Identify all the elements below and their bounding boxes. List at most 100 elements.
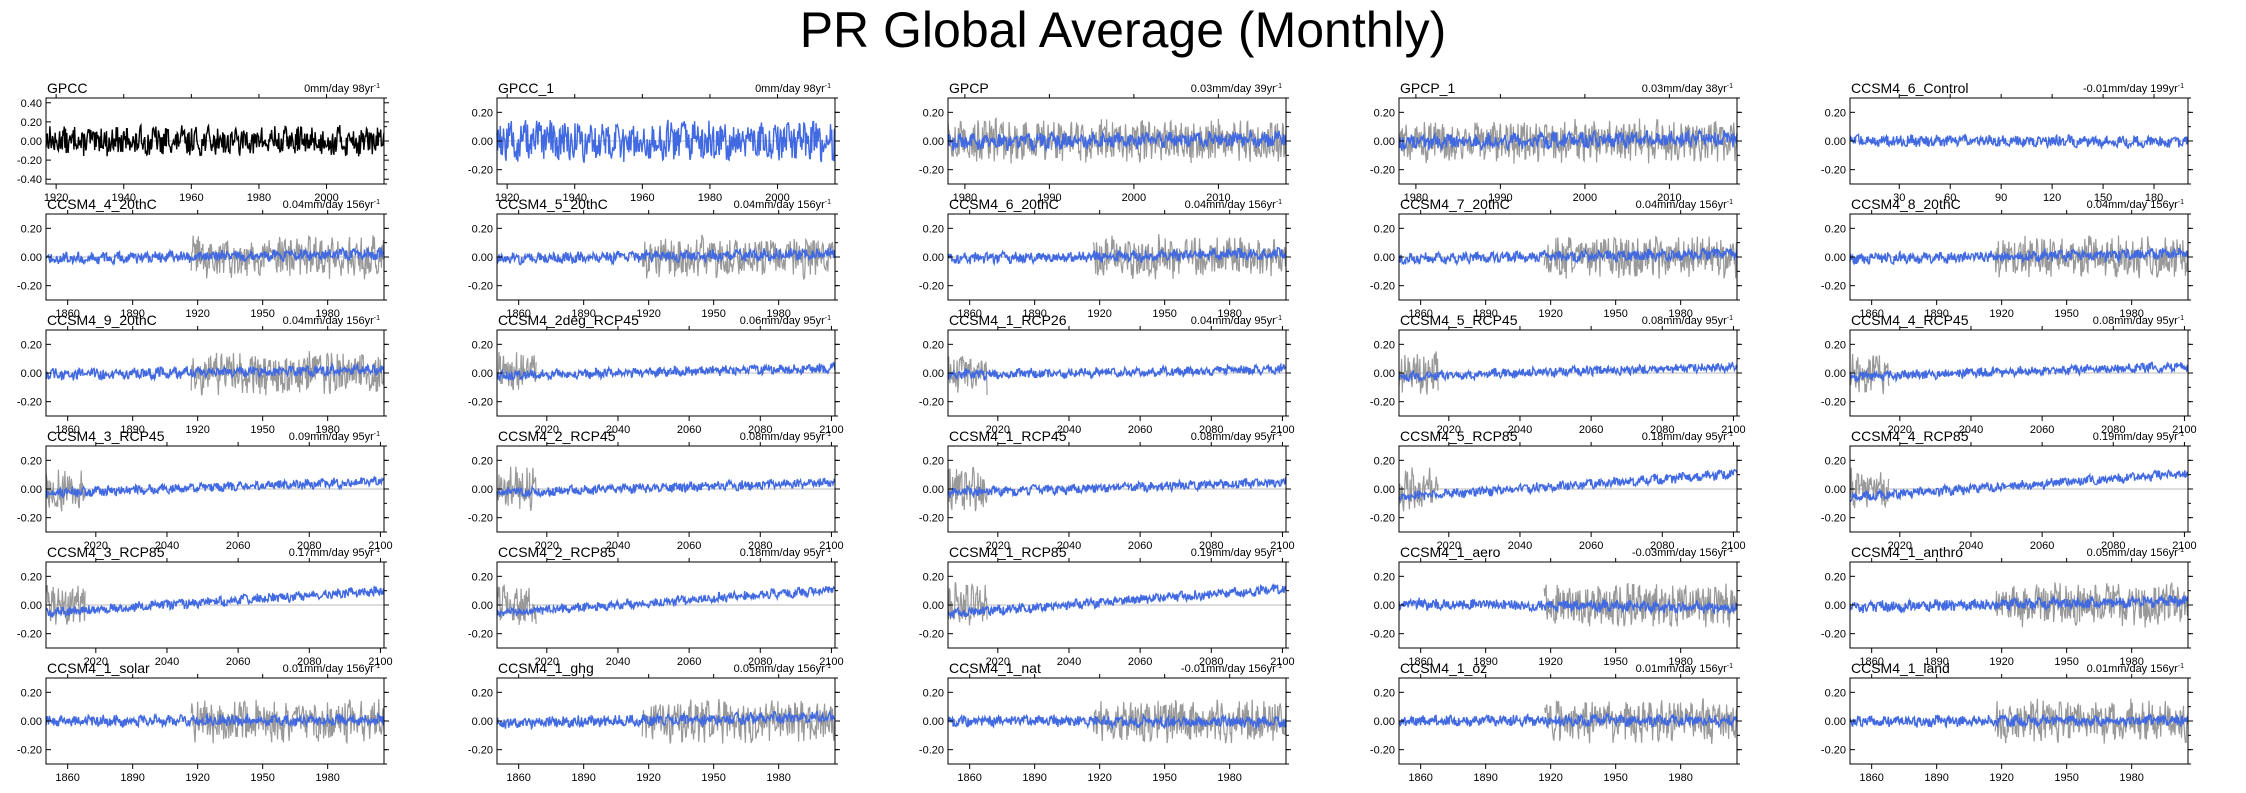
trend-unit-exp: -1	[374, 83, 380, 90]
x-tick-label: 2020	[535, 656, 559, 668]
x-tick-label: 1860	[55, 424, 79, 436]
y-tick-label: 0.20	[21, 455, 42, 467]
panel-trend: 0.08mm/day 95yr-1	[1191, 431, 1282, 443]
x-tick-label: 2040	[1959, 540, 1983, 552]
x-tick-label: 2000	[1573, 192, 1597, 204]
x-tick-label: 2100	[819, 656, 843, 668]
x-tick-label: 1980	[1668, 308, 1692, 320]
panel-title: GPCP	[949, 80, 989, 96]
trend-unit-exp: -1	[825, 663, 831, 670]
y-tick-label: -0.20	[919, 165, 944, 177]
x-tick-label: 1950	[2054, 772, 2078, 784]
panel-trend: 0.03mm/day 39yr-1	[1191, 83, 1282, 95]
panel-trend: -0.01mm/day 156yr-1	[1181, 663, 1282, 675]
panel-title: CCSM4_1_solar	[47, 660, 150, 676]
panel-CCSM4_6_Control: CCSM4_6_Control -0.01mm/day 199yr-1 -0.20 0…	[1821, 80, 2193, 204]
panel-CCSM4_5_RCP45: CCSM4_5_RCP45 0.08mm/day 95yr-1 -0.20 0.00 0…	[1370, 312, 1746, 436]
panel-GPCC_1: GPCC_1 0mm/day 98yr-1 -0.20 0.00 0.20 1920 194…	[468, 80, 840, 204]
x-tick-label: 1980	[315, 308, 339, 320]
panel-title: CCSM4_6_Control	[1851, 80, 1969, 96]
x-tick-label: 2080	[297, 540, 321, 552]
trend-unit-exp: -1	[825, 431, 831, 438]
panel-CCSM4_1_aero: CCSM4_1_aero -0.03mm/day 156yr-1 -0.20 0.00…	[1370, 544, 1742, 668]
panel-title: CCSM4_1_nat	[949, 660, 1041, 676]
y-tick-label: -0.20	[1370, 165, 1395, 177]
x-tick-label: 1950	[701, 308, 725, 320]
y-tick-label: 0.00	[1825, 252, 1846, 264]
data-series	[1849, 468, 2189, 503]
x-tick-label: 2040	[1959, 424, 1983, 436]
panel-CCSM4_4_RCP45: CCSM4_4_RCP45 0.08mm/day 95yr-1 -0.20 0.00 0…	[1821, 312, 2197, 436]
x-tick-label: 2020	[1437, 540, 1461, 552]
obs-series	[45, 585, 86, 625]
data-series	[947, 712, 1287, 730]
obs-series	[190, 699, 385, 745]
trend-unit-exp: -1	[1727, 199, 1733, 206]
y-tick-label: 0.20	[1374, 107, 1395, 119]
x-tick-label: 2040	[1508, 424, 1532, 436]
trend-unit-exp: -1	[2178, 547, 2184, 554]
y-tick-label: -0.20	[17, 513, 42, 525]
y-tick-label: 0.00	[923, 600, 944, 612]
y-tick-label: -0.20	[468, 629, 493, 641]
x-tick-label: 2040	[155, 656, 179, 668]
x-tick-label: 1990	[1037, 192, 1061, 204]
panel-title: CCSM4_1_land	[1851, 660, 1950, 676]
x-tick-label: 2010	[1657, 192, 1681, 204]
y-tick-label: -0.20	[919, 629, 944, 641]
x-tick-label: 2100	[819, 540, 843, 552]
panel-trend: 0.06mm/day 95yr-1	[740, 315, 831, 327]
data-series	[496, 585, 836, 617]
x-tick-label: 2000	[314, 192, 338, 204]
trend-unit-exp: -1	[374, 431, 380, 438]
x-tick-label: 2040	[1508, 540, 1532, 552]
y-tick-label: 0.20	[1825, 687, 1846, 699]
x-tick-label: 1950	[250, 308, 274, 320]
x-tick-label: 1980	[1668, 772, 1692, 784]
panel-title: CCSM4_1_oz	[1400, 660, 1487, 676]
trend-unit-exp: -1	[2178, 199, 2184, 206]
data-series	[45, 712, 385, 729]
y-tick-label: 0.00	[1825, 136, 1846, 148]
x-tick-label: 1940	[111, 192, 135, 204]
y-tick-label: -0.20	[468, 745, 493, 757]
panel-trend: 0mm/day 98yr-1	[755, 83, 831, 95]
x-tick-label: 1980	[2119, 308, 2143, 320]
panel-CCSM4_1_RCP85: CCSM4_1_RCP85 0.19mm/day 95yr-1 -0.20 0.00 0…	[919, 544, 1295, 668]
x-tick-label: 1860	[957, 308, 981, 320]
x-tick-label: 180	[2145, 192, 2163, 204]
x-tick-label: 1920	[636, 308, 660, 320]
data-series	[1849, 593, 2189, 614]
y-tick-label: 0.00	[472, 600, 493, 612]
y-tick-label: -0.20	[17, 745, 42, 757]
obs-series	[1849, 353, 1890, 395]
trend-unit-exp: -1	[1276, 315, 1282, 322]
x-tick-label: 2000	[765, 192, 789, 204]
trend-unit-exp: -1	[825, 315, 831, 322]
x-tick-label: 1890	[120, 424, 144, 436]
y-tick-label: -0.20	[1821, 513, 1846, 525]
panel-trend: 0.05mm/day 156yr-1	[734, 663, 831, 675]
y-tick-label: 0.00	[923, 484, 944, 496]
x-tick-label: 2040	[1057, 424, 1081, 436]
panel-CCSM4_1_anthro: CCSM4_1_anthro 0.05mm/day 156yr-1 -0.20 0.0…	[1821, 544, 2193, 668]
x-tick-label: 90	[1995, 192, 2007, 204]
y-tick-label: 0.20	[1825, 571, 1846, 583]
x-tick-label: 2100	[1270, 424, 1294, 436]
data-series	[1849, 360, 2189, 384]
y-tick-label: -0.20	[1821, 281, 1846, 293]
y-tick-label: -0.20	[468, 165, 493, 177]
x-tick-label: 1890	[1924, 656, 1948, 668]
x-tick-label: 2080	[1199, 424, 1223, 436]
panel-CCSM4_1_RCP26: CCSM4_1_RCP26 0.04mm/day 95yr-1 -0.20 0.00 0…	[919, 312, 1295, 436]
panel-CCSM4_3_RCP45: CCSM4_3_RCP45 0.09mm/day 95yr-1 -0.20 0.00 0…	[17, 428, 393, 552]
panel-CCSM4_1_oz: CCSM4_1_oz 0.01mm/day 156yr-1 -0.20 0.00 0.2…	[1370, 660, 1742, 784]
panel-CCSM4_5_RCP85: CCSM4_5_RCP85 0.18mm/day 95yr-1 -0.20 0.00 0…	[1370, 428, 1746, 552]
x-tick-label: 2020	[84, 540, 108, 552]
x-tick-label: 2060	[677, 540, 701, 552]
obs-series	[1849, 467, 1890, 509]
y-tick-label: -0.20	[1821, 745, 1846, 757]
y-tick-label: -0.20	[919, 513, 944, 525]
x-tick-label: 1950	[1603, 308, 1627, 320]
data-series	[947, 246, 1287, 267]
